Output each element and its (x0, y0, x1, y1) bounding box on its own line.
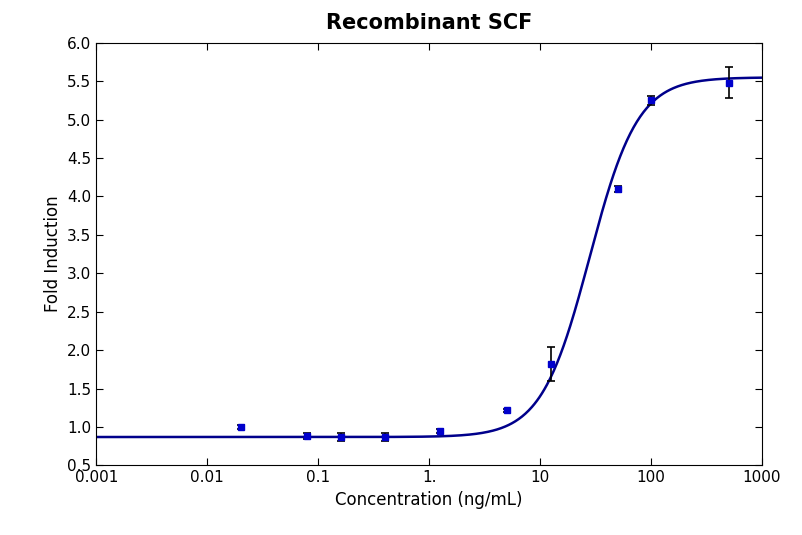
Title: Recombinant SCF: Recombinant SCF (326, 13, 533, 33)
X-axis label: Concentration (ng/mL): Concentration (ng/mL) (335, 491, 523, 509)
Y-axis label: Fold Induction: Fold Induction (43, 196, 62, 312)
